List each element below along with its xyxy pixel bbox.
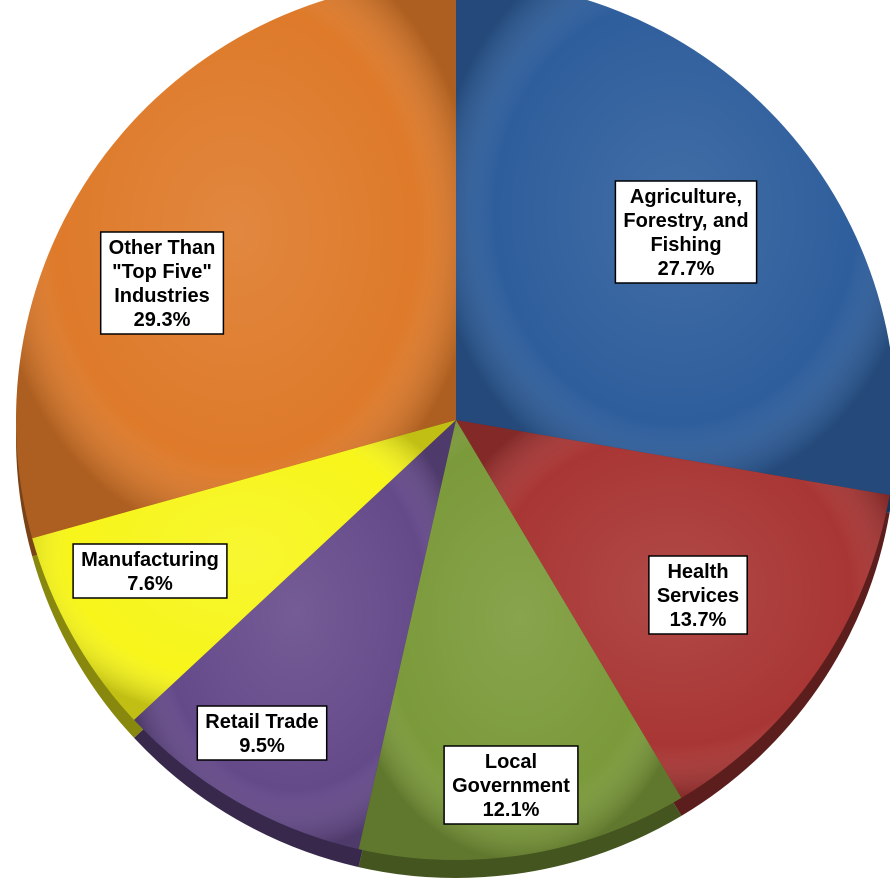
data-label-value: 27.7% xyxy=(658,258,715,280)
data-label-box xyxy=(99,231,225,335)
data-label-category: Other Than xyxy=(109,237,216,259)
data-label-category: Industries xyxy=(114,285,210,307)
data-label-value: 13.7% xyxy=(670,609,727,631)
data-label-category: Manufacturing xyxy=(81,549,219,571)
data-label-box xyxy=(196,705,328,761)
data-label-value: 12.1% xyxy=(483,799,540,821)
data-label-box xyxy=(614,180,758,284)
data-label-category: Forestry, and xyxy=(623,210,748,232)
data-label-box xyxy=(443,745,579,825)
pie-slice-shading-manufacturing xyxy=(32,420,457,720)
data-label-category: "Top Five" xyxy=(112,261,212,283)
data-label-category: Government xyxy=(452,775,570,797)
data-label-value: 9.5% xyxy=(239,735,285,757)
data-label-category: Fishing xyxy=(650,234,721,256)
data-label-category: Services xyxy=(657,585,739,607)
pie-slice-shading-local-government xyxy=(358,420,682,861)
data-label-category: Retail Trade xyxy=(205,711,318,733)
data-label-box xyxy=(72,543,228,599)
data-label-category: Health xyxy=(667,561,728,583)
pie-shading xyxy=(16,0,890,861)
data-label-category: Agriculture, xyxy=(630,186,742,208)
pie-slice-shading-other-than-top-five-industries xyxy=(16,0,456,539)
data-label-value: 7.6% xyxy=(127,573,173,595)
data-label-box xyxy=(648,555,748,635)
data-label-category: Local xyxy=(485,751,537,773)
data-label-value: 29.3% xyxy=(134,309,191,331)
